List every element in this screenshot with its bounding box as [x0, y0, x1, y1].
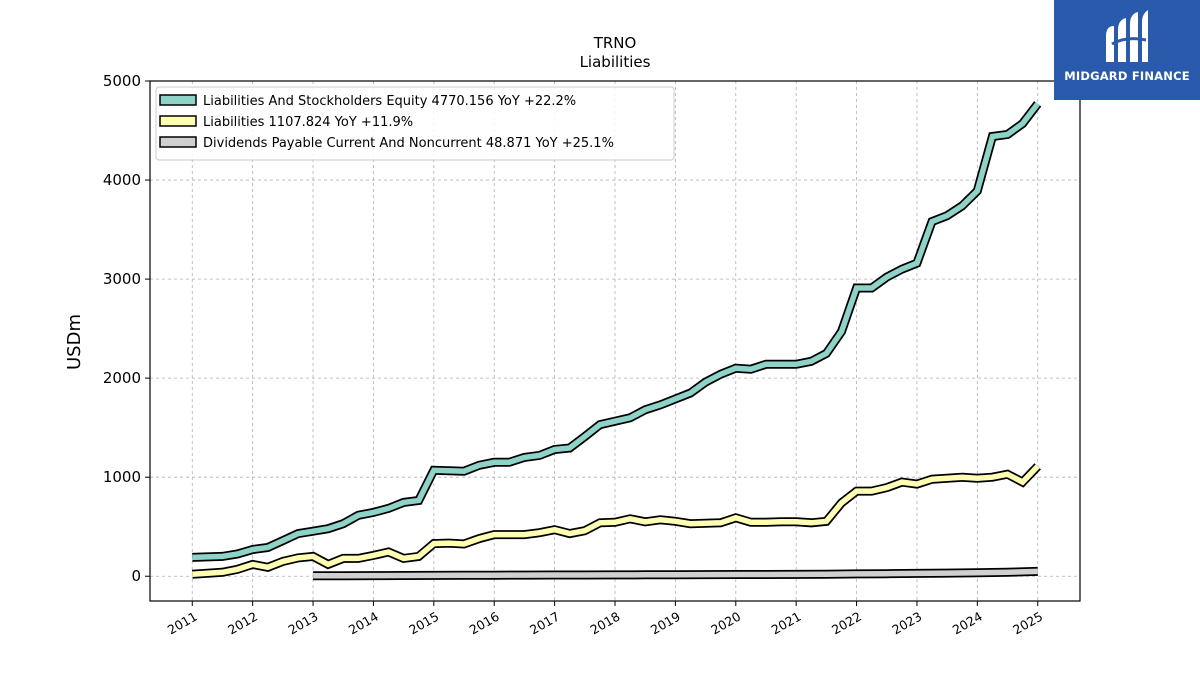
y-tick-label: 2000 — [103, 369, 141, 387]
chart-subtitle: Liabilities — [580, 53, 651, 71]
y-tick-label: 5000 — [103, 72, 141, 90]
x-tick-label: 2014 — [346, 609, 381, 638]
x-tick-label: 2022 — [829, 609, 864, 638]
legend-label: Liabilities 1107.824 YoY +11.9% — [203, 115, 413, 130]
legend-box — [155, 86, 675, 161]
y-tick-label: 0 — [131, 567, 141, 585]
series-lines — [192, 101, 1042, 581]
x-tick-label: 2013 — [286, 609, 321, 638]
logo-text: MIDGARD FINANCE — [1064, 69, 1190, 83]
x-tick-label: 2016 — [467, 609, 502, 638]
series-line-1 — [192, 463, 1041, 579]
x-tick-label: 2024 — [950, 609, 985, 638]
y-axis-label: USDm — [64, 314, 85, 370]
legend-swatch — [159, 94, 197, 106]
y-tick-label: 4000 — [103, 171, 141, 189]
series-line-2 — [313, 566, 1038, 581]
x-tick-label: 2015 — [406, 609, 441, 638]
series-fill-line — [192, 464, 1040, 578]
x-tick-label: 2012 — [225, 609, 260, 638]
legend: Liabilities And Stockholders Equity 4770… — [155, 86, 675, 161]
x-tick-label: 2020 — [708, 609, 743, 638]
x-tick-label: 2011 — [165, 609, 200, 638]
series-fill-line — [313, 568, 1038, 579]
legend-swatch — [159, 115, 197, 127]
y-tick-label: 3000 — [103, 270, 141, 288]
chart-title: TRNO — [593, 34, 637, 52]
x-tick-label: 2021 — [769, 609, 804, 638]
logo-mark-icon — [1106, 10, 1148, 62]
legend-label: Dividends Payable Current And Noncurrent… — [203, 136, 614, 151]
x-tick-label: 2025 — [1010, 609, 1045, 638]
y-tick-label: 1000 — [103, 468, 141, 486]
legend-label: Liabilities And Stockholders Equity 4770… — [203, 94, 576, 109]
x-tick-label: 2019 — [648, 609, 683, 638]
series-line-0 — [192, 101, 1042, 562]
series-fill-line — [192, 102, 1040, 561]
logo: MIDGARD FINANCE — [1054, 0, 1200, 100]
x-tick-label: 2023 — [889, 609, 924, 638]
legend-swatch — [159, 136, 197, 148]
x-tick-label: 2018 — [587, 609, 622, 638]
x-tick-label: 2017 — [527, 609, 562, 638]
